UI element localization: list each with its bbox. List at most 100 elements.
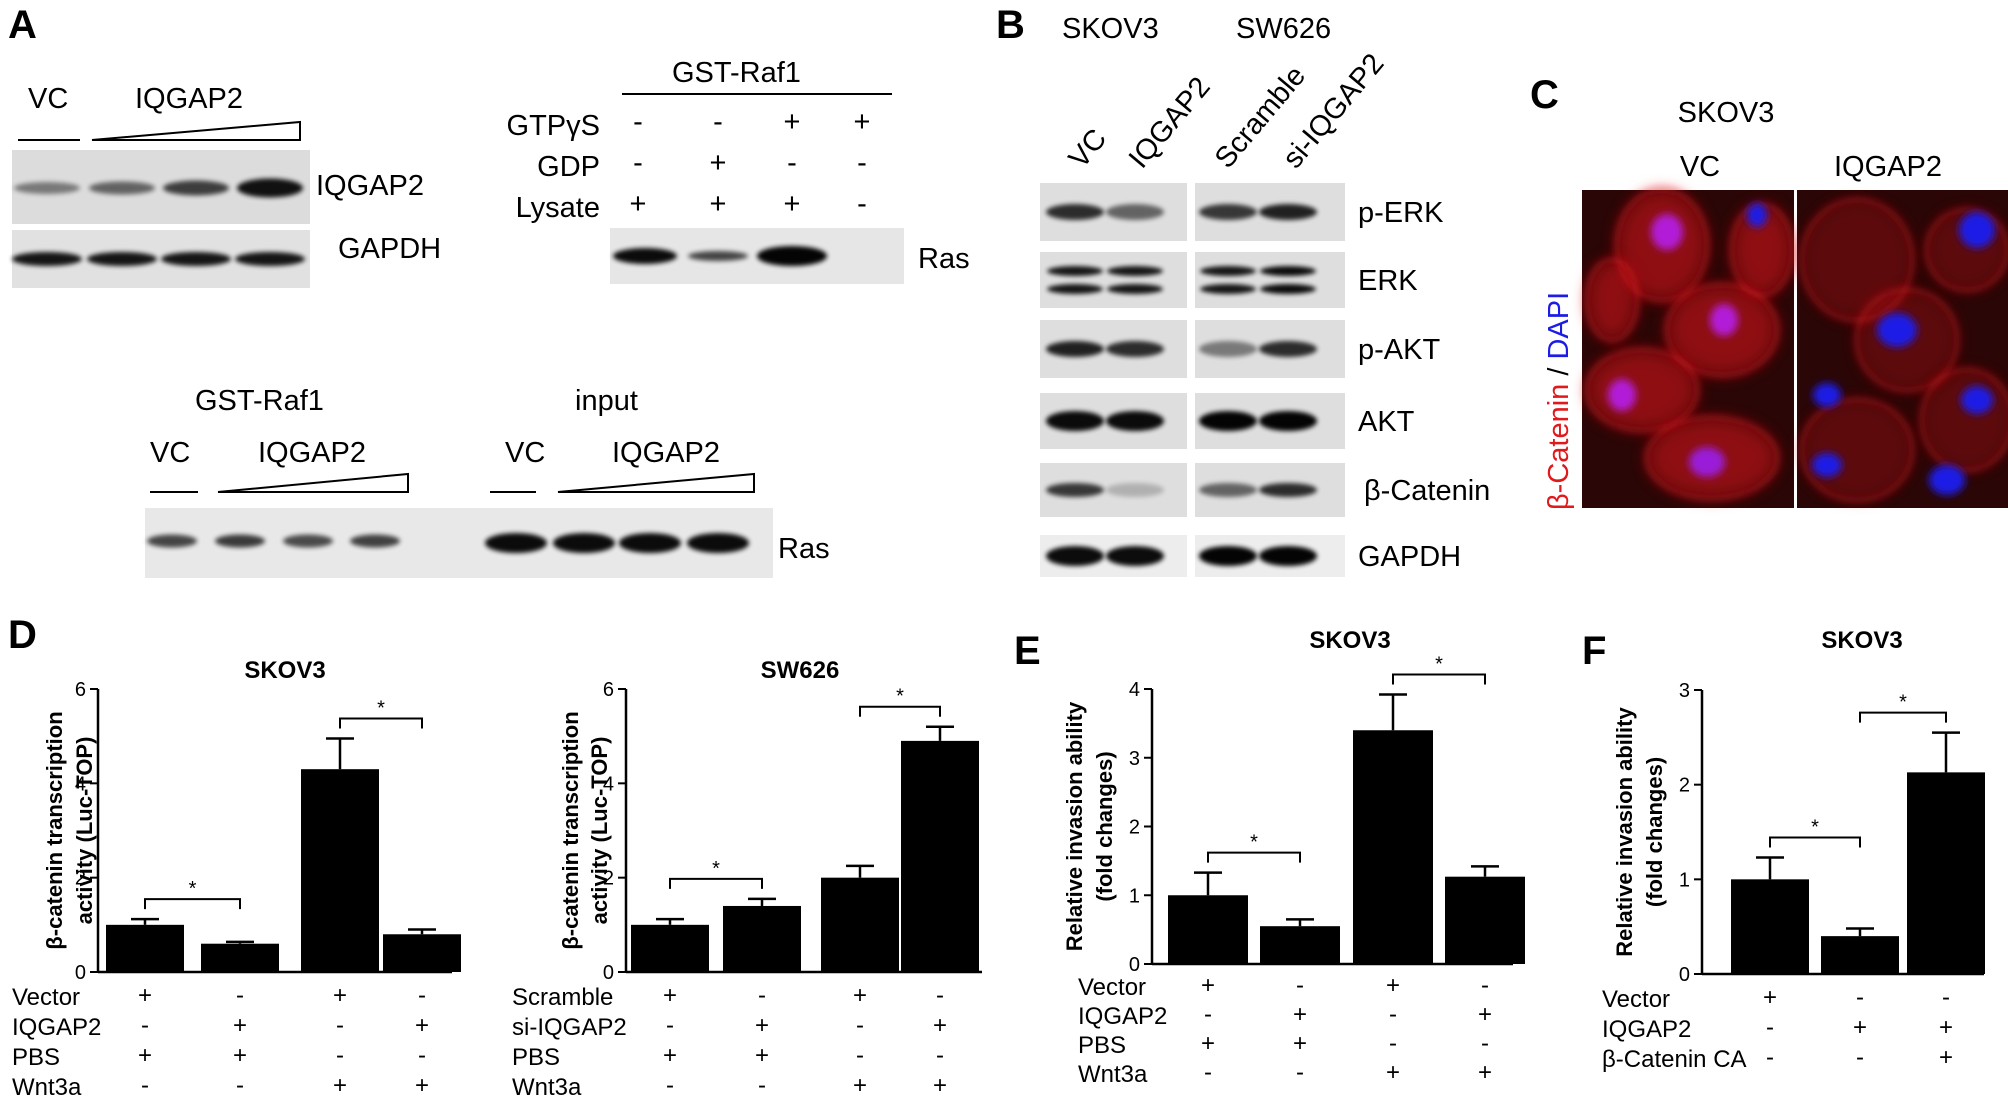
y-tick-label: 1 bbox=[1129, 885, 1140, 907]
blot3-ras-band-input bbox=[553, 533, 615, 553]
blot1-gradient-wedge bbox=[91, 120, 301, 141]
b-cellline-sw626: SW626 bbox=[1236, 13, 1331, 45]
bar bbox=[1260, 926, 1340, 964]
condition-label: β-Catenin CA bbox=[1602, 1046, 1747, 1073]
condition-sign: - bbox=[236, 1072, 244, 1099]
condition-sign: + bbox=[1293, 1001, 1307, 1028]
c-cell-membrane bbox=[1800, 398, 1914, 502]
c-cell-membrane bbox=[1855, 288, 1959, 392]
condition-label: si-IQGAP2 bbox=[512, 1014, 627, 1041]
condition-sign: + bbox=[1478, 1001, 1492, 1028]
c-title: SKOV3 bbox=[1678, 97, 1775, 129]
blot2-row-sign: - bbox=[857, 188, 867, 220]
condition-label: Vector bbox=[1078, 974, 1146, 1001]
condition-sign: + bbox=[1939, 1044, 1953, 1071]
blot1-iqgap2-label: IQGAP2 bbox=[135, 83, 243, 115]
c-nucleus bbox=[1959, 212, 1995, 248]
blot3-ras-band-input bbox=[619, 533, 681, 553]
blot3-ras-band-input bbox=[485, 533, 547, 553]
panel-letter-d: D bbox=[8, 613, 37, 657]
bar bbox=[1821, 936, 1899, 974]
blot2-ras-band bbox=[613, 248, 677, 264]
significance-bracket bbox=[1392, 673, 1486, 685]
condition-sign: + bbox=[1293, 1030, 1307, 1057]
y-axis-label-line1: Relative invasion ability bbox=[1062, 701, 1087, 951]
c-nucleus bbox=[1608, 379, 1636, 411]
b-band bbox=[1200, 284, 1256, 294]
b-band-label-perk: p-ERK bbox=[1358, 197, 1444, 229]
blot3-ras-label: Ras bbox=[778, 533, 830, 565]
c-label-vc: VC bbox=[1680, 151, 1720, 183]
condition-sign: + bbox=[755, 1012, 769, 1039]
b-band bbox=[1259, 411, 1317, 431]
b-lane-vc: VC bbox=[1063, 123, 1113, 174]
blot2-ras-band bbox=[688, 251, 748, 261]
condition-sign: - bbox=[141, 1012, 149, 1039]
blot1-gapdh-band-label: GAPDH bbox=[338, 233, 441, 265]
b-lane-iqgap2: IQGAP2 bbox=[1123, 71, 1217, 174]
condition-label: Vector bbox=[12, 984, 80, 1011]
blot2-row-label: GTPγS bbox=[507, 110, 600, 142]
condition-label: IQGAP2 bbox=[1602, 1016, 1691, 1043]
bar bbox=[1731, 879, 1809, 974]
bar bbox=[383, 934, 461, 972]
c-microscopy-images bbox=[1582, 188, 2008, 508]
condition-label: Wnt3a bbox=[12, 1074, 82, 1101]
blot2-ras-label: Ras bbox=[918, 243, 970, 275]
c-nucleus bbox=[1747, 203, 1767, 227]
condition-sign: - bbox=[666, 1012, 674, 1039]
bar bbox=[631, 924, 709, 972]
b-band bbox=[1199, 483, 1257, 497]
c-nucleus bbox=[1651, 214, 1683, 250]
b-band bbox=[1106, 546, 1164, 566]
bar bbox=[201, 943, 279, 972]
bar bbox=[1168, 895, 1248, 964]
blot2-row-sign: + bbox=[630, 188, 647, 220]
significance-bracket bbox=[859, 705, 941, 717]
c-cell-membrane bbox=[1645, 416, 1779, 500]
condition-sign: - bbox=[856, 1012, 864, 1039]
y-axis-label-line1: β-catenin transcription bbox=[558, 711, 583, 949]
significance-star: * bbox=[377, 698, 385, 720]
blot2-ras-bands bbox=[613, 246, 827, 266]
b-band-label-catenin: β-Catenin bbox=[1364, 475, 1490, 507]
blot1-gapdh-band bbox=[87, 252, 157, 266]
bar bbox=[1353, 730, 1433, 964]
condition-sign: + bbox=[138, 1042, 152, 1069]
b-band bbox=[1107, 284, 1163, 294]
significance-bracket bbox=[1769, 836, 1861, 848]
blot3-iqgap2-1-label: IQGAP2 bbox=[258, 437, 366, 469]
c-cell-stain bbox=[1587, 350, 1697, 430]
significance-star: * bbox=[712, 858, 720, 880]
condition-sign: + bbox=[1853, 1014, 1867, 1041]
c-image-iqgap2 bbox=[1797, 190, 2008, 508]
blot2-row-sign: - bbox=[857, 147, 867, 179]
blot1-gapdh-bands bbox=[12, 252, 305, 266]
condition-label: IQGAP2 bbox=[12, 1014, 101, 1041]
blot1-gapdh-band bbox=[235, 252, 305, 266]
blot2-row-sign: + bbox=[710, 147, 727, 179]
c-nucleus bbox=[1813, 383, 1841, 407]
c-cell-membrane bbox=[1800, 198, 1914, 322]
blot3-ras-bands bbox=[147, 533, 749, 553]
b-band bbox=[1046, 483, 1104, 497]
condition-sign: + bbox=[233, 1042, 247, 1069]
y-tick-label: 0 bbox=[1679, 964, 1690, 986]
significance-star: * bbox=[1435, 654, 1443, 676]
bar bbox=[106, 924, 184, 972]
c-nucleus bbox=[1877, 313, 1917, 347]
condition-label: IQGAP2 bbox=[1078, 1003, 1167, 1030]
c-stain-catenin: β-Catenin bbox=[1543, 384, 1575, 510]
chart-title: SKOV3 bbox=[1821, 627, 1902, 654]
c-cell-membrane bbox=[1920, 368, 2008, 472]
condition-sign: - bbox=[1204, 1059, 1212, 1086]
bar bbox=[301, 769, 379, 972]
y-axis-label-line2: activity (Luc-TOP) bbox=[72, 737, 97, 925]
c-nucleus bbox=[1710, 304, 1738, 336]
condition-sign: - bbox=[1856, 984, 1864, 1011]
blot1-iqgap2-band bbox=[89, 181, 155, 195]
blot3-iqgap2-2-label: IQGAP2 bbox=[612, 437, 720, 469]
blot2-header: GST-Raf1 bbox=[672, 57, 801, 89]
condition-sign: + bbox=[933, 1012, 947, 1039]
